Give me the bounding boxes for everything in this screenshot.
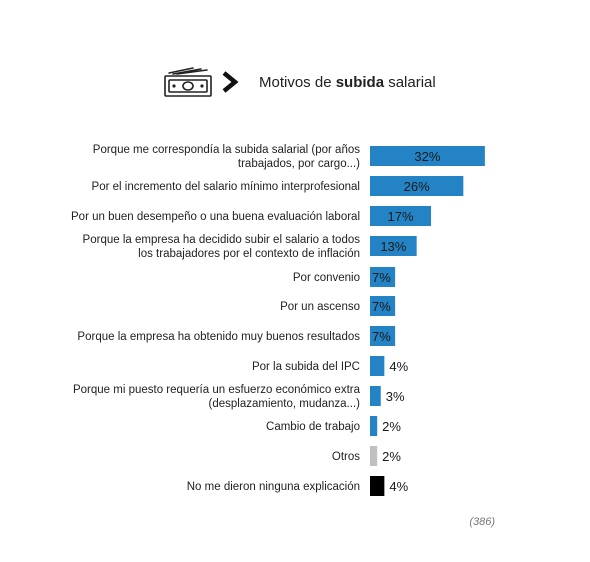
bar-row: No me dieron ninguna explicación 4%: [187, 476, 409, 496]
title-bold: subida: [335, 73, 385, 91]
category-label: Porque la empresa ha decidido subir el s…: [83, 234, 361, 260]
value-label: 13%: [380, 239, 406, 254]
bar: [370, 267, 396, 287]
category-label: Porque la empresa ha obtenido muy buenos…: [77, 331, 360, 343]
bar: [370, 206, 432, 226]
value-label: 3%: [386, 389, 405, 404]
category-label: Cambio de trabajo: [266, 421, 360, 433]
chart-title: Motivos de subida salarial: [259, 74, 436, 91]
money-bill-icon: [164, 67, 212, 97]
bar-row: Porque la empresa ha obtenido muy buenos…: [77, 326, 396, 346]
bar: [370, 176, 464, 196]
bar-row: Porque la empresa ha decidido subir el s…: [83, 234, 417, 260]
bar-row: Por un buen desempeño o una buena evalua…: [71, 206, 432, 226]
bar-row: Porque mi puesto requería un esfuerzo ec…: [73, 384, 405, 410]
bar: [370, 236, 417, 256]
bar: [370, 356, 385, 376]
value-label: 7%: [372, 299, 391, 314]
value-label: 7%: [372, 270, 391, 285]
title-suffix: salarial: [384, 73, 436, 91]
chevron-right-icon: [222, 71, 239, 93]
bar: [370, 146, 485, 166]
bar-row: Porque me correspondía la subida salaria…: [93, 144, 485, 170]
value-label: 4%: [389, 479, 408, 494]
value-label: 7%: [372, 329, 391, 344]
bar: [370, 296, 396, 316]
value-label: 17%: [387, 209, 413, 224]
bar-row: Otros 2%: [332, 446, 401, 466]
bar: [370, 326, 396, 346]
bar-row: Por la subida del IPC 4%: [252, 356, 409, 376]
bar: [370, 386, 381, 406]
sample-size: (386): [469, 516, 495, 528]
category-label: Porque mi puesto requería un esfuerzo ec…: [73, 384, 361, 410]
category-label: Por un ascenso: [280, 301, 360, 313]
category-label: No me dieron ninguna explicación: [187, 481, 360, 493]
category-label: Por el incremento del salario mínimo int…: [92, 181, 360, 193]
value-label: 2%: [382, 449, 401, 464]
value-label: 2%: [382, 419, 401, 434]
value-label: 26%: [404, 179, 430, 194]
category-label: Otros: [332, 451, 360, 463]
bar: [370, 476, 385, 496]
chart-header: Motivos de subida salarial: [163, 62, 436, 102]
category-label: Porque me correspondía la subida salaria…: [93, 144, 360, 170]
bar: [370, 416, 378, 436]
bar-row: Por el incremento del salario mínimo int…: [92, 176, 464, 196]
category-label: Por la subida del IPC: [252, 361, 360, 373]
bar-row: Cambio de trabajo 2%: [266, 416, 401, 436]
category-label: Por un buen desempeño o una buena evalua…: [71, 211, 360, 223]
bar: [370, 446, 378, 466]
category-label: Por convenio: [293, 272, 360, 284]
value-label: 32%: [414, 149, 440, 164]
bar-row: Por un ascenso 7%: [280, 296, 396, 316]
bar-row: Por convenio 7%: [293, 267, 396, 287]
title-prefix: Motivos de: [259, 73, 336, 91]
value-label: 4%: [389, 359, 408, 374]
